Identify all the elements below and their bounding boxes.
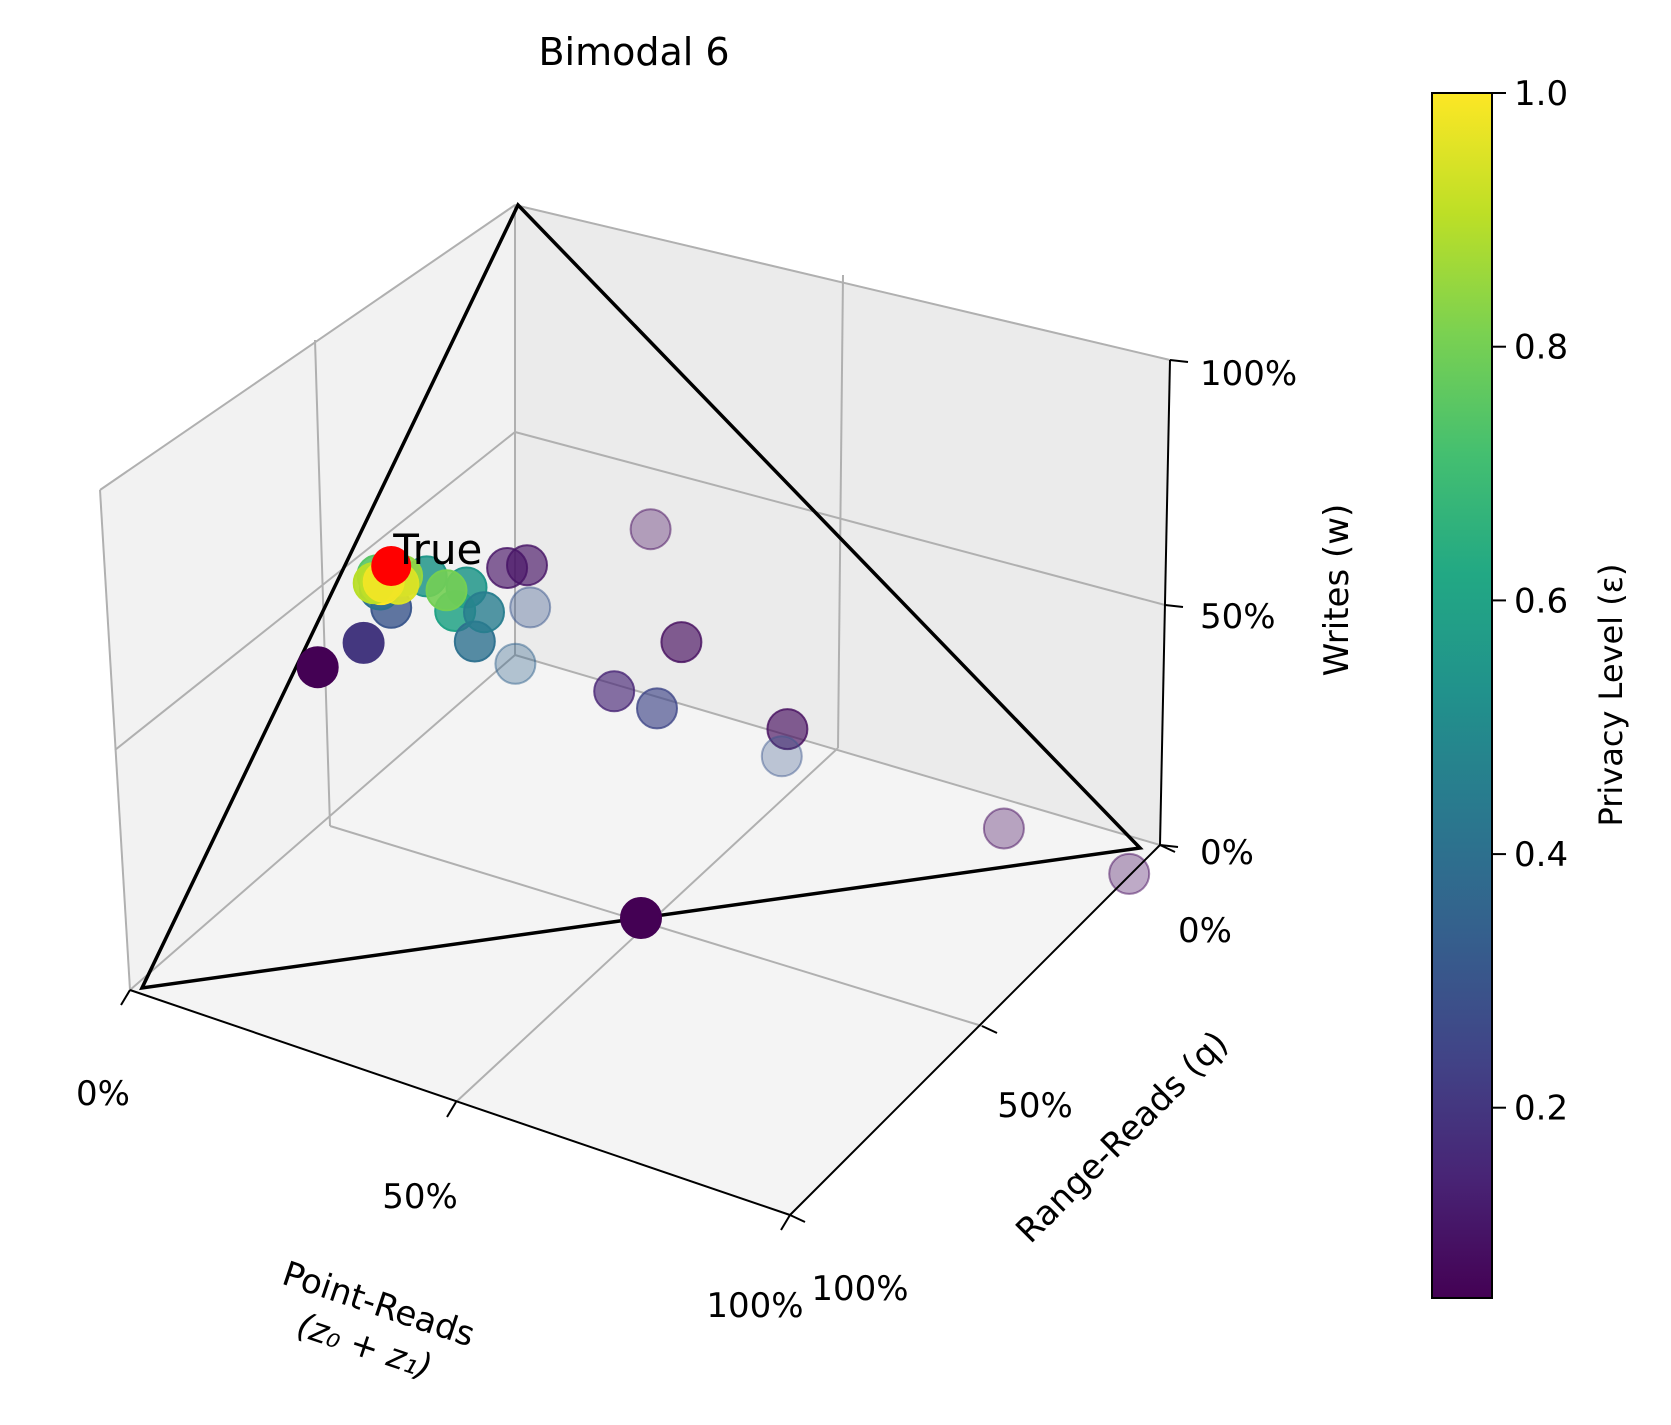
colorbar-tick-label-0: 0.2: [1514, 1089, 1568, 1129]
back-pane-yz: [515, 205, 1170, 845]
y-axis-label: Range-Reads (q): [1008, 1023, 1236, 1251]
z-axis-line: [1159, 359, 1171, 846]
colorbar-tick-label-4: 1.0: [1514, 74, 1568, 114]
chart-title: Bimodal 6: [538, 30, 729, 74]
z-tick-label-100: 100%: [1200, 354, 1297, 394]
x-tick-label-0: 0%: [76, 1074, 130, 1114]
gridline-z-mid-xz: [114, 431, 516, 751]
colorbar-ticks: 0.2 0.4 0.6 0.8 1.0: [1492, 74, 1568, 1129]
data-point-27: [296, 646, 339, 689]
gridline-z-top-yz: [514, 204, 1171, 361]
data-point-11: [1108, 852, 1151, 895]
data-point-9: [593, 670, 636, 713]
data-point-4: [660, 621, 703, 664]
true-point: [371, 546, 412, 586]
y-tick-100: [789, 1214, 806, 1223]
z-tick-label-50: 50%: [1200, 597, 1276, 637]
z-tick-50: [1164, 604, 1184, 608]
data-point-0: [629, 508, 672, 551]
colorbar-label: Privacy Level (ε): [1592, 564, 1630, 827]
z-tick-100: [1169, 359, 1189, 363]
x-tick-50: [446, 1101, 457, 1118]
x-axis-line: [129, 989, 791, 1216]
gridline-y-mid-wall: [314, 339, 331, 827]
annotation-true-label: True: [392, 525, 482, 574]
z-axis: 0% 50% 100% Writes (w): [1159, 354, 1357, 873]
y-tick-label-50: 50%: [997, 1086, 1073, 1126]
y-tick-50: [981, 1025, 998, 1034]
colorbar-tick-label-3: 0.8: [1514, 328, 1568, 368]
colorbar-tick-label-1: 0.4: [1514, 835, 1568, 875]
gridline-z-mid-yz: [514, 431, 1166, 606]
data-point-8: [636, 687, 678, 730]
gridline-floor-left: [129, 654, 516, 991]
data-point-16: [463, 591, 505, 634]
x-tick-100: [780, 1214, 791, 1231]
colorbar-tick-label-2: 0.6: [1514, 581, 1568, 621]
data-point-7: [760, 735, 803, 778]
gridline-x-mid-wall: [837, 274, 844, 749]
x-tick-label-100: 100%: [706, 1286, 803, 1326]
z-axis-label: Writes (w): [1317, 504, 1357, 677]
data-point-6: [982, 807, 1025, 850]
data-point-2: [486, 547, 529, 589]
x-tick-0: [120, 989, 131, 1006]
gridline-z-top-xz: [99, 204, 516, 491]
y-tick-label-0: 0%: [1178, 911, 1232, 951]
colorbar: 0.2 0.4 0.6 0.8 1.0 Privacy Level (ε): [1431, 74, 1630, 1299]
data-point-28: [620, 897, 662, 939]
y-axis-line: [789, 844, 1161, 1216]
z-tick-0: [1159, 844, 1179, 848]
data-point-26: [342, 621, 385, 664]
y-tick-label-100: 100%: [811, 1269, 908, 1309]
data-point-5: [766, 708, 809, 751]
data-points: [296, 508, 1151, 939]
colorbar-gradient: [1431, 92, 1493, 1299]
data-point-20: [425, 569, 468, 612]
gridline-left-edge: [99, 489, 131, 991]
data-point-10: [494, 642, 537, 685]
x-tick-label-50: 50%: [382, 1177, 458, 1217]
data-point-3: [509, 586, 552, 629]
z-tick-label-0: 0%: [1200, 833, 1254, 873]
